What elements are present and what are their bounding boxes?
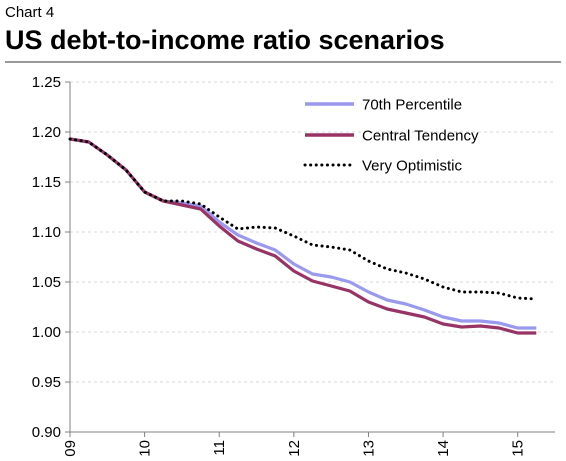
x-tick-label: 09: [62, 440, 79, 457]
chart-title: US debt-to-income ratio scenarios: [5, 25, 445, 55]
x-tick-label: 10: [137, 440, 154, 457]
y-tick-label: 0.90: [32, 424, 61, 441]
y-tick-label: 1.00: [32, 324, 61, 341]
series-line-central-tendency: [69, 137, 537, 335]
series-line-very-optimistic: [68, 137, 538, 301]
legend-label: Central Tendency: [362, 128, 479, 145]
y-tick-label: 1.10: [32, 224, 61, 241]
legend-label: Very Optimistic: [362, 158, 463, 175]
x-tick-label: 13: [360, 440, 377, 457]
series-line-70th-percentile: [69, 137, 537, 330]
axes: 0.90 0.95 1.00 1.05 1.10 1.15 1.20 1.25 09 10 11 12…: [32, 74, 555, 457]
y-tick-label: 0.95: [32, 374, 61, 391]
legend-label: 70th Percentile: [362, 97, 462, 114]
series-lines: [68, 137, 538, 335]
x-tick-label: 14: [435, 440, 452, 457]
legend: 70th Percentile Central Tendency Very Opti…: [303, 97, 479, 175]
chart-number-label: Chart 4: [5, 4, 55, 21]
title-divider: [5, 61, 561, 63]
x-tick-label: 15: [510, 440, 527, 457]
y-tick-label: 1.15: [32, 174, 61, 191]
y-tick-label: 1.20: [32, 124, 61, 141]
y-tick-label: 1.05: [32, 274, 61, 291]
x-tick-label: 12: [286, 440, 303, 457]
x-tick-label: 11: [211, 440, 228, 456]
gridlines: [70, 81, 555, 383]
y-tick-label: 1.25: [32, 74, 61, 91]
